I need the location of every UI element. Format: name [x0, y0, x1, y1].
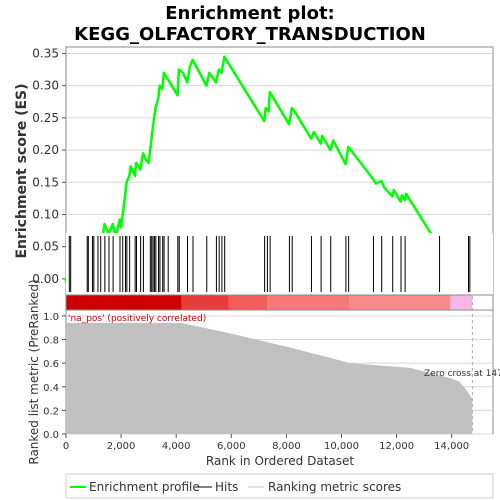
legend-enrichment-label: Enrichment profile — [89, 480, 200, 494]
chart-subtitle: KEGG_OLFACTORY_TRANSDUCTION — [74, 24, 426, 45]
metric-y-tick-label: 0.0 — [43, 430, 59, 441]
metric-axis-label: Ranked list metric (PreRanked) — [27, 279, 41, 464]
chart-title: Enrichment plot: — [165, 3, 335, 24]
x-tick-label: 10,000 — [324, 441, 359, 452]
heatmap-segment — [228, 295, 268, 310]
metric-panel: 'na_pos' (positively correlated) Zero cr… — [27, 279, 500, 468]
hits-panel — [65, 233, 494, 311]
x-tick-label: 6,000 — [217, 441, 246, 452]
es-axis-label: Enrichment score (ES) — [14, 83, 30, 258]
x-tick-label: 12,000 — [379, 441, 414, 452]
x-tick-label: 4,000 — [162, 441, 191, 452]
es-y-tick-label: 0.35 — [32, 46, 59, 60]
heatmap-segment — [349, 295, 451, 310]
heatmap-segment — [472, 295, 493, 310]
enrichment-profile-line — [64, 55, 473, 287]
x-tick-label: 0 — [63, 441, 69, 452]
heatmap-segment — [450, 295, 473, 310]
heatmap-segment — [66, 295, 182, 310]
x-tick-label: 2,000 — [107, 441, 136, 452]
es-y-tick-label: 0.05 — [32, 240, 59, 254]
es-y-tick-label: 0.20 — [32, 143, 59, 157]
es-y-tick-label: 0.30 — [32, 79, 59, 93]
metric-y-tick-label: 0.4 — [43, 383, 59, 394]
es-y-tick-label: 0.15 — [32, 175, 59, 189]
zero-cross-label: Zero cross at 14752 — [424, 369, 500, 379]
hits-plot-area — [66, 233, 493, 295]
legend: Enrichment profile Hits Ranking metric s… — [65, 473, 494, 499]
metric-y-tick-label: 0.6 — [43, 359, 59, 370]
x-tick-label: 8,000 — [272, 441, 301, 452]
legend-box — [65, 473, 494, 499]
x-axis-label: Rank in Ordered Dataset — [206, 454, 354, 468]
ranking-metric-area — [66, 323, 473, 434]
legend-metric-label: Ranking metric scores — [268, 480, 401, 494]
es-y-tick-label: 0.25 — [32, 111, 59, 125]
heatmap-segment — [267, 295, 350, 310]
es-y-tick-label: 0.10 — [32, 207, 59, 221]
positive-correlation-label: 'na_pos' (positively correlated) — [68, 314, 206, 324]
metric-y-tick-label: 0.8 — [43, 336, 59, 347]
metric-y-tick-label: 0.2 — [43, 406, 59, 417]
heatmap-segment — [181, 295, 229, 310]
metric-y-tick-label: 1.0 — [43, 312, 59, 323]
legend-hits-label: Hits — [215, 480, 238, 494]
x-tick-label: 14,000 — [434, 441, 469, 452]
es-y-tick-label: 0.00 — [32, 272, 59, 286]
